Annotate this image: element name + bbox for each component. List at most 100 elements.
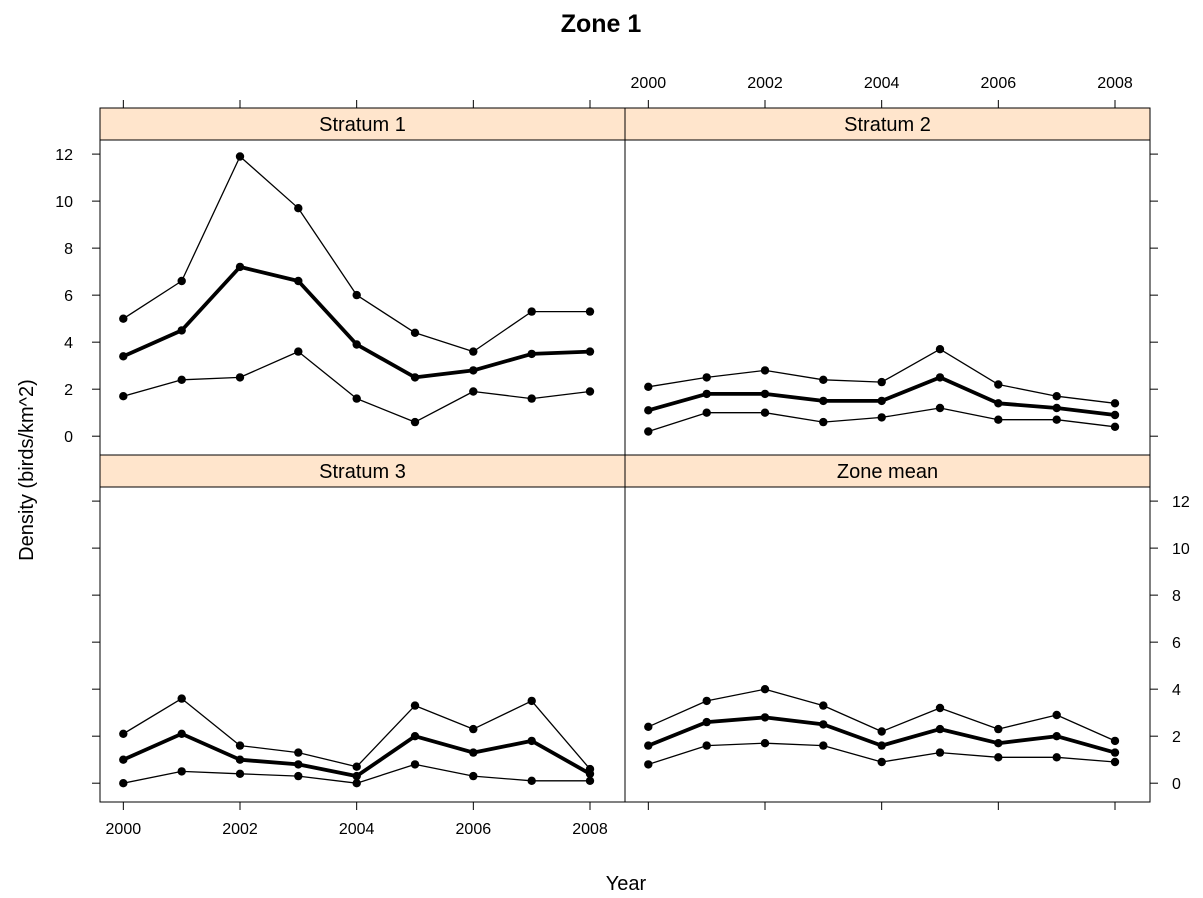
point-lower-stratum-3-2004 [352, 779, 361, 788]
point-mean-stratum-2-2008 [1110, 410, 1120, 420]
point-upper-stratum-3-2006 [469, 724, 478, 734]
point-mean-zone-mean-2006 [994, 739, 1003, 748]
panel-border-stratum-1 [99, 139, 626, 456]
point-upper-stratum-3-2000 [119, 729, 128, 738]
chart-title: Zone 1 [561, 10, 642, 38]
y-tick-label-left: 0 [64, 429, 73, 446]
point-upper-zone-mean-2000 [644, 722, 653, 731]
point-lower-stratum-2-2007 [1052, 415, 1061, 424]
point-mean-stratum-1-2003 [294, 276, 303, 286]
point-lower-stratum-2-2001 [702, 408, 711, 417]
point-mean-stratum-1-2000 [119, 352, 128, 361]
point-upper-zone-mean-2001 [702, 696, 711, 706]
point-lower-zone-mean-2006 [994, 753, 1003, 762]
x-tick-label-bottom: 2006 [456, 821, 492, 838]
panel-border-stratum-2 [624, 139, 1151, 456]
point-mean-stratum-2-2001 [702, 389, 711, 399]
x-tick-label-bottom: 2000 [106, 821, 142, 838]
point-lower-zone-mean-2007 [1052, 753, 1061, 762]
y-tick-label-left: 12 [55, 147, 73, 164]
point-upper-zone-mean-2002 [760, 685, 770, 694]
strip-label-stratum-1: Stratum 1 [319, 114, 406, 136]
strip-stratum-1 [99, 107, 626, 141]
strip-stratum-3 [99, 454, 626, 488]
point-upper-stratum-1-2005 [410, 328, 420, 337]
point-lower-zone-mean-2000 [644, 760, 653, 769]
point-lower-stratum-2-2002 [760, 408, 770, 417]
point-mean-zone-mean-2000 [644, 741, 653, 750]
point-mean-stratum-3-2004 [352, 771, 361, 781]
point-mean-zone-mean-2007 [1052, 732, 1061, 741]
point-mean-stratum-1-2007 [527, 349, 536, 359]
point-upper-stratum-3-2001 [177, 694, 186, 703]
y-tick-label-right: 0 [1172, 776, 1181, 793]
point-mean-stratum-3-2006 [469, 748, 478, 757]
point-upper-stratum-2-2001 [702, 373, 711, 382]
y-tick-label-right: 12 [1172, 494, 1190, 511]
plot-area: Stratum 1 Stratum 2 Stratum 3 Zone mean 2000… [55, 75, 1190, 838]
strip-label-stratum-3: Stratum 3 [319, 461, 406, 483]
point-upper-stratum-1-2002 [235, 152, 245, 161]
x-tick-label-top: 2000 [631, 75, 667, 92]
point-upper-stratum-2-2008 [1110, 399, 1120, 408]
point-upper-zone-mean-2005 [935, 703, 945, 713]
point-mean-stratum-1-2002 [235, 262, 245, 272]
y-tick-label-left: 2 [64, 382, 73, 399]
y-axis-label: Density (birds/km^2) [16, 379, 38, 561]
point-upper-zone-mean-2006 [994, 724, 1003, 734]
point-upper-stratum-2-2000 [644, 382, 653, 391]
y-tick-label-right: 4 [1172, 682, 1181, 699]
point-lower-stratum-1-2004 [352, 394, 361, 403]
strip-label-zone-mean: Zone mean [837, 461, 938, 483]
point-lower-stratum-2-2004 [877, 413, 886, 422]
series-line-mean-stratum-1 [122, 264, 591, 380]
point-mean-stratum-3-2001 [177, 729, 186, 738]
point-lower-stratum-3-2002 [235, 769, 245, 778]
point-lower-zone-mean-2003 [819, 741, 828, 750]
strip-label-stratum-2: Stratum 2 [844, 114, 931, 136]
point-lower-stratum-1-2002 [235, 373, 245, 382]
point-upper-zone-mean-2007 [1052, 710, 1061, 720]
point-upper-stratum-1-2008 [585, 307, 595, 316]
point-upper-zone-mean-2004 [877, 727, 886, 736]
point-mean-stratum-1-2004 [352, 340, 361, 349]
point-mean-stratum-3-2003 [294, 760, 303, 769]
point-mean-stratum-1-2005 [410, 373, 420, 382]
point-mean-stratum-3-2008 [585, 769, 595, 778]
point-lower-zone-mean-2005 [935, 748, 945, 757]
x-tick-label-top: 2002 [747, 75, 783, 92]
x-tick-label-top: 2004 [864, 75, 900, 92]
panel-stratum-2: Stratum 2 [624, 107, 1151, 456]
point-upper-stratum-1-2000 [119, 314, 128, 323]
point-mean-zone-mean-2004 [877, 741, 886, 750]
point-lower-stratum-3-2003 [294, 771, 303, 781]
point-upper-stratum-2-2006 [994, 380, 1003, 389]
point-lower-stratum-3-2001 [177, 767, 186, 776]
point-mean-zone-mean-2005 [935, 724, 945, 734]
point-lower-zone-mean-2004 [877, 757, 886, 767]
x-tick-label-bottom: 2002 [222, 821, 258, 838]
point-lower-zone-mean-2008 [1110, 757, 1120, 767]
point-mean-stratum-2-2006 [994, 399, 1003, 408]
y-tick-label-right: 6 [1172, 635, 1181, 652]
point-mean-stratum-1-2001 [177, 326, 186, 335]
point-mean-stratum-2-2000 [644, 406, 653, 415]
series-line-upper-stratum-1 [122, 155, 590, 353]
point-upper-zone-mean-2008 [1110, 736, 1120, 746]
point-lower-stratum-1-2007 [527, 394, 536, 403]
y-tick-label-left: 6 [64, 288, 73, 305]
point-mean-stratum-2-2003 [819, 396, 828, 406]
point-upper-stratum-1-2004 [352, 290, 361, 300]
point-mean-stratum-3-2007 [527, 736, 536, 746]
point-upper-stratum-2-2004 [877, 377, 886, 387]
point-upper-stratum-2-2002 [760, 366, 770, 375]
point-upper-stratum-2-2005 [935, 345, 945, 354]
y-tick-label-left: 8 [64, 241, 73, 258]
point-lower-stratum-2-2000 [644, 427, 653, 436]
point-lower-stratum-3-2000 [119, 779, 128, 788]
point-lower-stratum-1-2008 [585, 387, 595, 396]
series-line-lower-stratum-1 [123, 350, 591, 423]
point-lower-stratum-2-2008 [1110, 422, 1120, 431]
y-tick-label-left: 4 [64, 335, 73, 352]
